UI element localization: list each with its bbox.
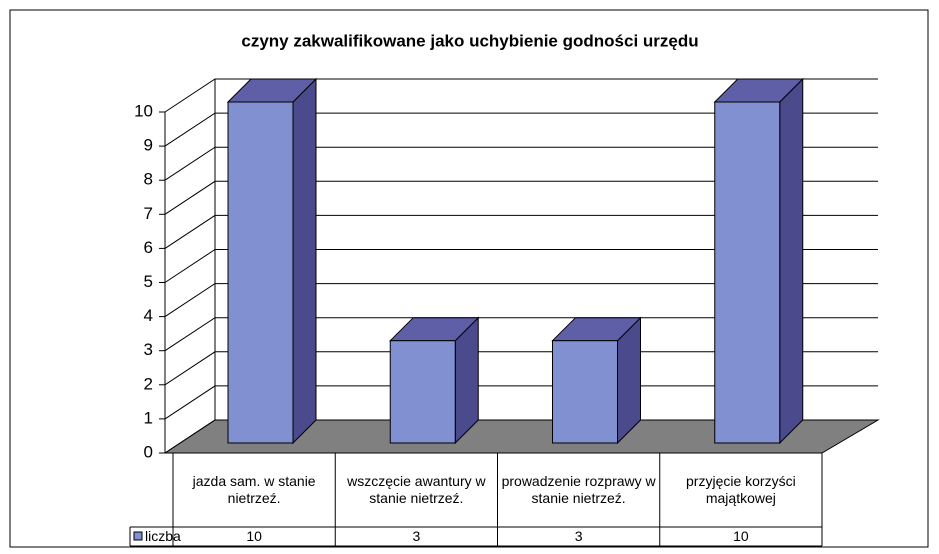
y-tick-label: 7 bbox=[144, 204, 153, 223]
category-cell: prowadzenie rozprawy w stanie nietrzeź. bbox=[501, 473, 656, 506]
x-tick-label: przyjęcie korzyści majątkowej bbox=[686, 473, 796, 506]
x-tick-label: jazda sam. w stanie nietrzeź. bbox=[192, 473, 316, 506]
grid-line bbox=[164, 351, 878, 386]
value-label: 3 bbox=[412, 528, 420, 544]
legend-label: liczba bbox=[145, 528, 181, 544]
category-cell: wszczęcie awantury w stanie nietrzeź. bbox=[347, 473, 486, 506]
value-label: 3 bbox=[575, 528, 583, 544]
bar-front bbox=[714, 101, 781, 444]
y-tick-label: 6 bbox=[144, 238, 153, 257]
y-tick-label: 0 bbox=[144, 442, 153, 461]
category-cell: jazda sam. w stanie nietrzeź. bbox=[192, 473, 316, 506]
y-tick-label: 2 bbox=[144, 374, 153, 393]
legend-swatch bbox=[133, 531, 143, 541]
bar bbox=[551, 316, 642, 445]
grid-line bbox=[164, 249, 878, 283]
y-tick-label: 9 bbox=[144, 136, 153, 155]
category-cell: przyjęcie korzyści majątkowej bbox=[686, 473, 796, 506]
x-tick-label: prowadzenie rozprawy w stanie nietrzeź. bbox=[501, 473, 656, 506]
grid-line bbox=[164, 214, 878, 249]
grid-line bbox=[164, 283, 878, 318]
value-label: 10 bbox=[246, 528, 262, 544]
y-tick-label: 4 bbox=[144, 306, 153, 325]
y-tick-label: 10 bbox=[134, 101, 153, 120]
grid-line bbox=[164, 112, 878, 147]
y-tick-label: 1 bbox=[144, 408, 153, 427]
grid-line bbox=[164, 78, 878, 113]
bar-front bbox=[389, 340, 456, 444]
bar-front bbox=[227, 101, 294, 444]
grid-line bbox=[164, 419, 878, 454]
bar-front bbox=[552, 340, 618, 444]
chart-title: czyny zakwalifikowane jako uchybienie go… bbox=[241, 31, 698, 50]
y-tick-label: 5 bbox=[144, 272, 153, 291]
grid-line bbox=[164, 317, 878, 352]
grid-line bbox=[164, 146, 878, 181]
grid-line bbox=[164, 385, 878, 420]
bar bbox=[389, 316, 480, 445]
bar-side bbox=[292, 77, 317, 445]
y-tick-label: 8 bbox=[144, 170, 153, 189]
y-tick-label: 3 bbox=[144, 340, 153, 359]
value-label: 10 bbox=[733, 528, 749, 544]
grid-line bbox=[164, 180, 878, 215]
bar bbox=[713, 77, 804, 445]
bar-side bbox=[779, 77, 804, 445]
bar bbox=[226, 77, 318, 445]
x-tick-label: wszczęcie awantury w stanie nietrzeź. bbox=[347, 473, 486, 506]
